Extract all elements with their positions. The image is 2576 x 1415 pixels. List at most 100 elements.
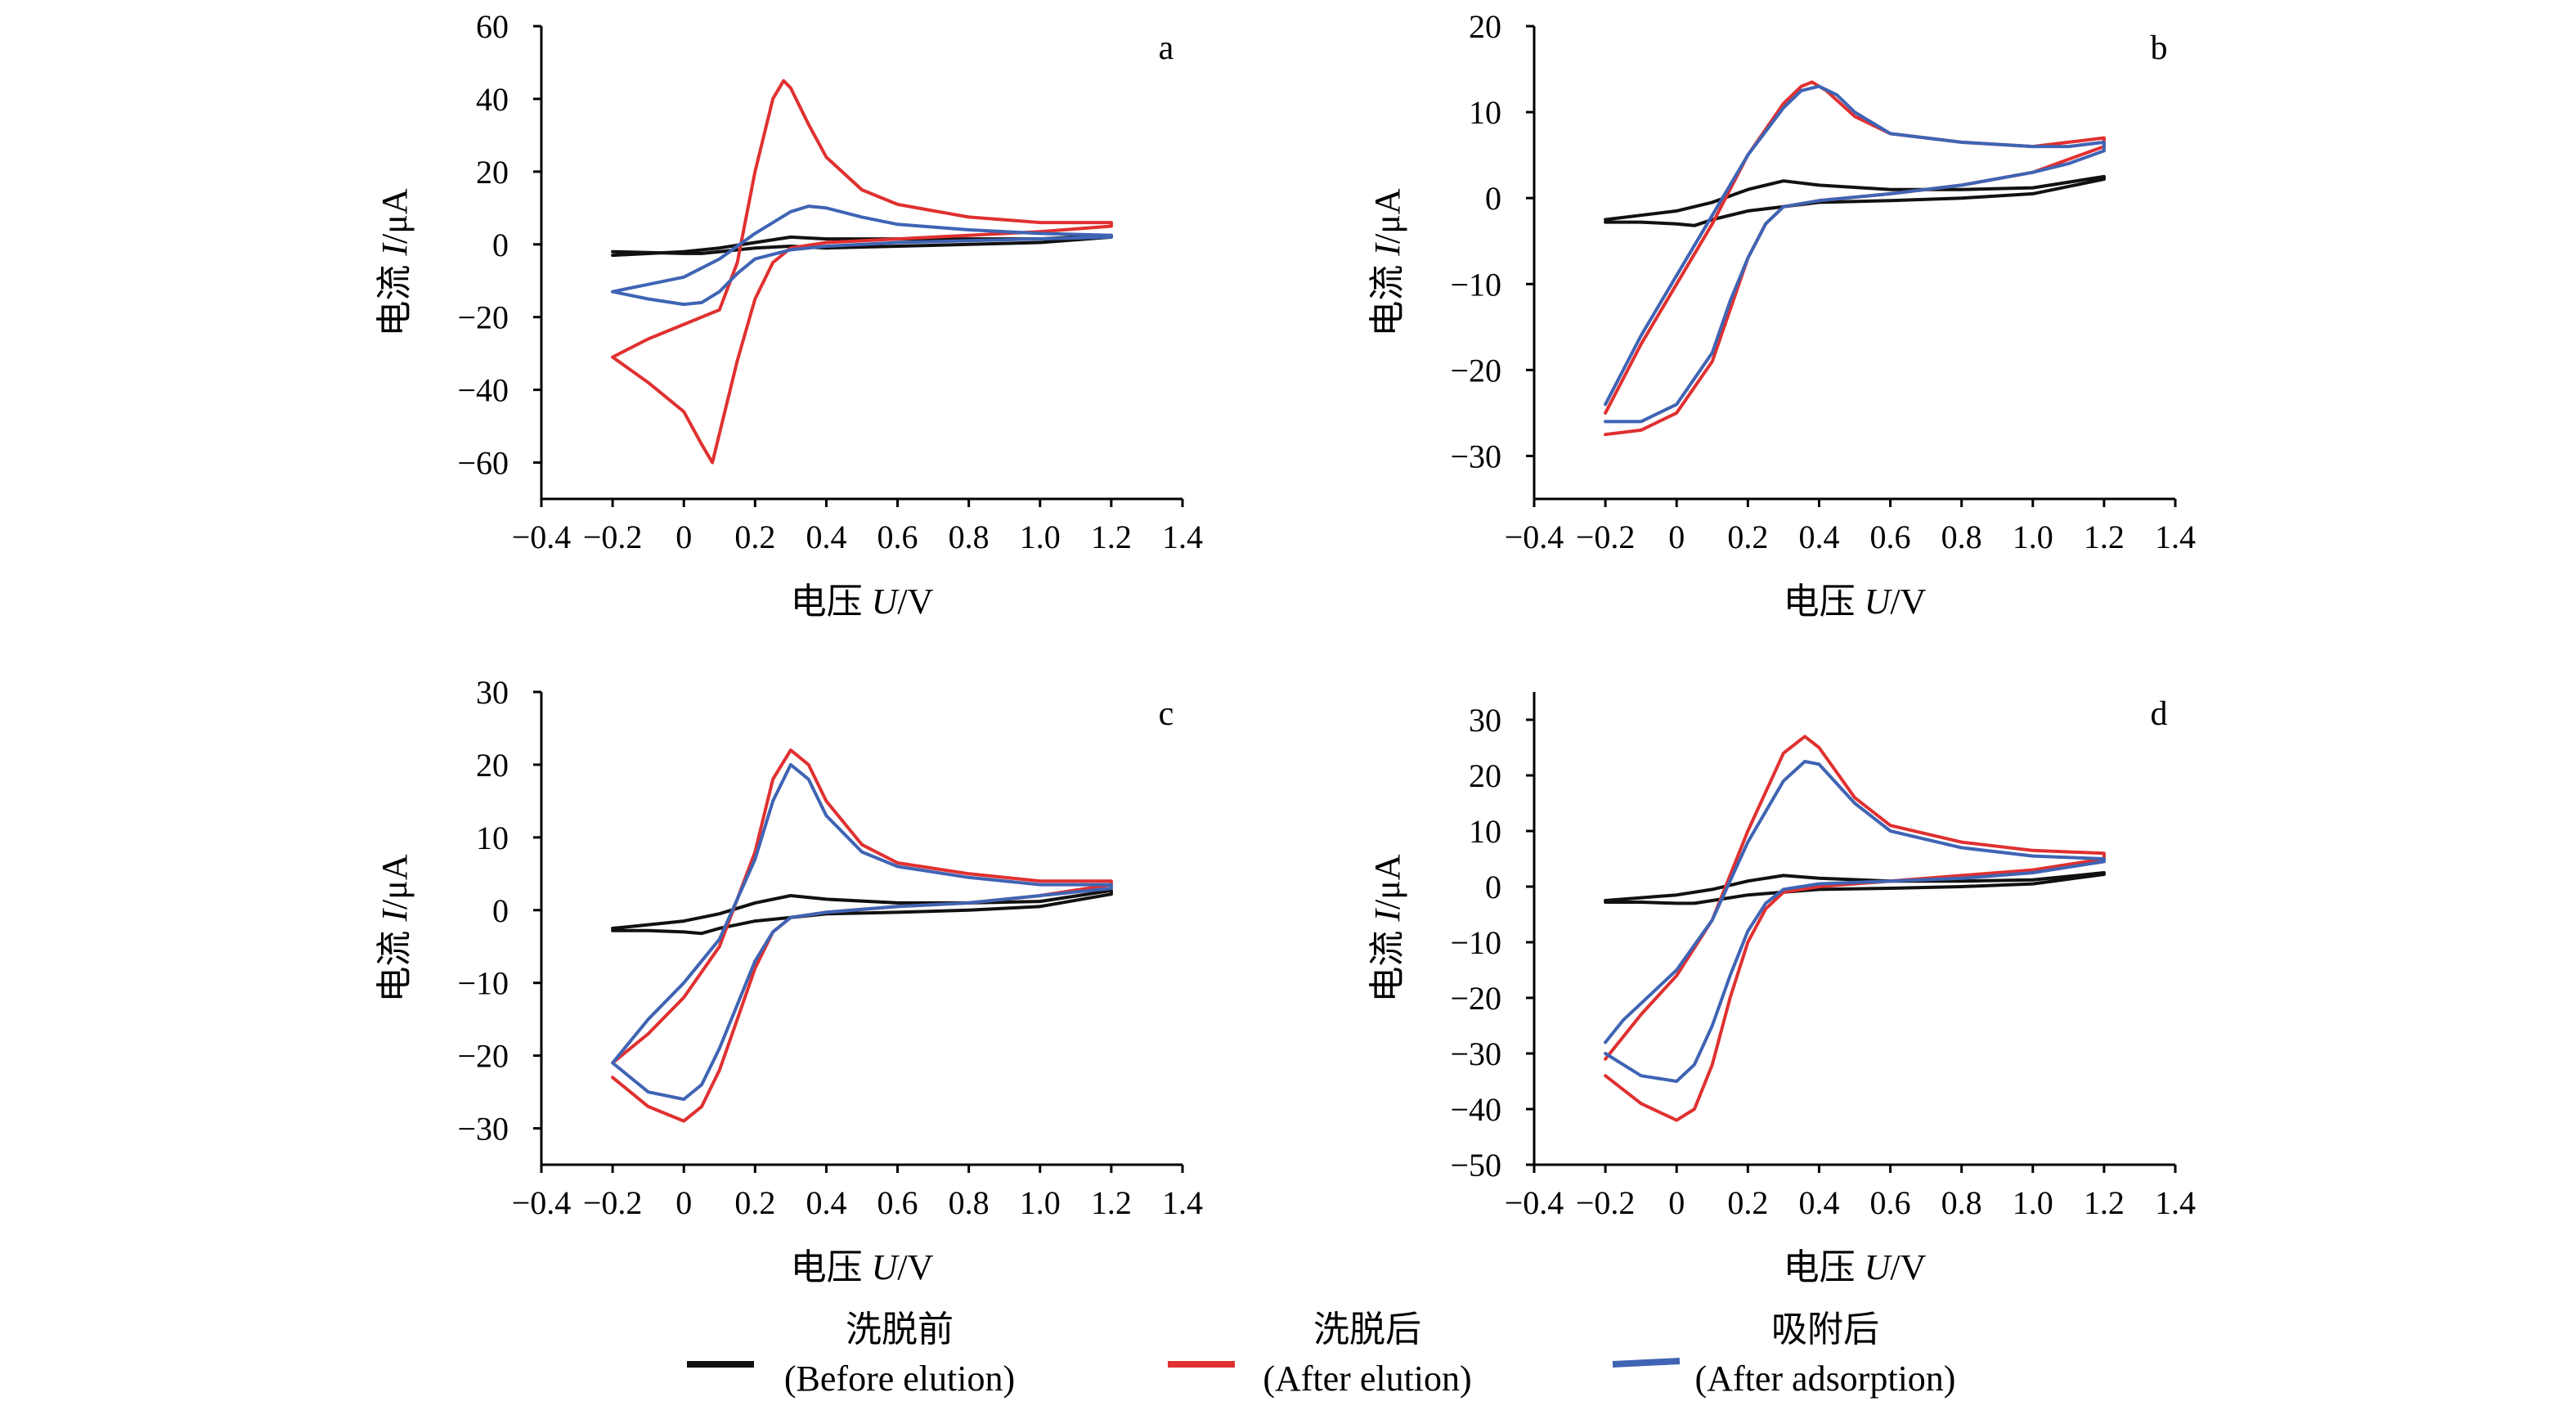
x-tick-label-a: −0.2: [583, 519, 643, 555]
legend-label-before-elution-cn: 洗脱前: [846, 1309, 954, 1350]
x-tick-label-c: 0.6: [877, 1184, 918, 1221]
x-tick-label-a: 0.2: [734, 519, 775, 555]
x-tick-label-a: 1.4: [1162, 519, 1203, 555]
y-tick-label-d: −40: [1450, 1091, 1501, 1128]
y-tick-label-c: 30: [476, 674, 509, 711]
series-after-adsorption-b: [1604, 84, 2106, 424]
x-tick-label-c: 0.8: [949, 1184, 990, 1221]
x-tick-label-d: 1.2: [2084, 1184, 2125, 1221]
x-tick-label-b: 0.8: [1941, 519, 1982, 555]
x-tick-label-a: 0.8: [949, 519, 990, 555]
x-tick-label-c: 0.4: [806, 1184, 846, 1221]
panel-d: −50 −40 −30 −20 −10 0 10 20 30 −0.4 −0.2 0 0.2 0.4 0.6…: [1367, 692, 2196, 1287]
y-tick-label-b: −10: [1450, 266, 1501, 303]
x-tick-label-b: 0.6: [1870, 519, 1911, 555]
x-tick-label-b: 1.4: [2155, 519, 2196, 555]
y-tick-label-c: 20: [476, 747, 509, 784]
y-tick-label-d: 30: [1469, 702, 1501, 739]
y-tick-label-c: −30: [457, 1111, 509, 1148]
series-after-adsorption-d: [1604, 760, 2106, 1083]
legend-label-after-elution-en: (After elution): [1263, 1359, 1471, 1399]
y-tick-label-c: 0: [492, 892, 509, 929]
y-tick-label-d: 0: [1485, 869, 1501, 905]
y-tick-label-b: −20: [1450, 352, 1501, 389]
panel-letter-b: b: [2151, 29, 2168, 67]
y-tick-label-a: 60: [476, 8, 509, 45]
y-axis-title-b: 电流 I/μA: [1367, 188, 1407, 336]
x-tick-label-d: 1.4: [2155, 1184, 2196, 1221]
panel-a: −60 −40 −20 0 20 40 60 −0.4 −0.2 0 0.2 0.4 0.6 0.8 1.0…: [375, 8, 1203, 622]
legend-swatch-after-adsorption: [1612, 1358, 1681, 1368]
x-tick-label-d: 0: [1668, 1184, 1685, 1221]
x-tick-label-b: 1.2: [2084, 519, 2125, 555]
x-tick-label-c: 0: [675, 1184, 692, 1221]
series-before-elution-c: [611, 888, 1113, 936]
y-tick-label-c: −20: [457, 1038, 509, 1075]
y-tick-label-d: 20: [1469, 757, 1501, 794]
x-tick-label-a: −0.4: [512, 519, 572, 555]
y-axis-title-a: 电流 I/μA: [375, 188, 415, 336]
x-tick-label-a: 1.0: [1020, 519, 1061, 555]
x-tick-label-b: −0.4: [1505, 519, 1564, 555]
x-tick-label-d: 0.8: [1941, 1184, 1982, 1221]
y-tick-label-a: 0: [492, 227, 509, 263]
y-tick-label-b: 0: [1485, 180, 1501, 217]
y-tick-label-d: −50: [1450, 1147, 1501, 1184]
panel-b: −30 −20 −10 0 10 20 −0.4 −0.2 0 0.2 0.4 0.6 0.8 1.0 1.…: [1367, 8, 2196, 622]
legend-label-after-adsorption-cn: 吸附后: [1771, 1309, 1879, 1350]
y-tick-label-a: −40: [457, 372, 509, 409]
x-tick-label-c: 1.4: [1162, 1184, 1203, 1221]
y-axis-title-c: 电流 I/μA: [375, 854, 415, 1002]
y-tick-label-d: 10: [1469, 813, 1501, 850]
x-tick-label-d: 0.4: [1798, 1184, 1839, 1221]
x-axis-title-a: 电压 U/V: [791, 582, 934, 622]
y-tick-label-a: 20: [476, 154, 509, 191]
series-after-elution-a: [611, 79, 1113, 465]
x-tick-label-c: 1.0: [1020, 1184, 1061, 1221]
y-tick-label-b: −30: [1450, 438, 1501, 474]
x-tick-label-c: −0.4: [512, 1184, 572, 1221]
x-tick-label-a: 0.6: [877, 519, 918, 555]
x-axis-title-d: 电压 U/V: [1784, 1247, 1927, 1287]
series-after-elution-d: [1604, 734, 2106, 1122]
y-tick-label-d: −20: [1450, 980, 1501, 1017]
panel-letter-c: c: [1159, 695, 1174, 733]
panel-letter-d: d: [2151, 695, 2168, 733]
x-tick-label-d: 1.0: [2013, 1184, 2053, 1221]
legend-label-before-elution-en: (Before elution): [784, 1359, 1015, 1399]
y-tick-label-d: −10: [1450, 924, 1501, 961]
x-tick-label-d: 0.2: [1727, 1184, 1768, 1221]
x-tick-label-d: 0.6: [1870, 1184, 1911, 1221]
x-tick-label-b: 0.2: [1727, 519, 1768, 555]
series-before-elution-b: [1604, 174, 2106, 227]
legend-label-after-adsorption-en: (After adsorption): [1695, 1359, 1956, 1399]
x-tick-label-b: 0.4: [1798, 519, 1839, 555]
x-tick-label-d: −0.4: [1505, 1184, 1564, 1221]
series-before-elution-d: [1604, 871, 2106, 905]
x-tick-label-a: 0: [675, 519, 692, 555]
y-axis-title-d: 电流 I/μA: [1367, 854, 1407, 1002]
series-after-elution-c: [611, 748, 1113, 1123]
y-tick-label-b: 20: [1469, 8, 1501, 45]
x-tick-label-c: −0.2: [583, 1184, 643, 1221]
y-tick-label-c: −10: [457, 965, 509, 1002]
panel-c: −30 −20 −10 0 10 20 30 −0.4 −0.2 0 0.2 0.4 0.6 0.8 1.0…: [375, 674, 1203, 1287]
y-tick-label-b: 10: [1469, 94, 1501, 131]
series-after-adsorption-c: [611, 762, 1113, 1101]
x-tick-label-c: 0.2: [734, 1184, 775, 1221]
x-tick-label-b: 1.0: [2013, 519, 2053, 555]
series-after-adsorption-a: [611, 204, 1113, 307]
y-tick-label-d: −30: [1450, 1035, 1501, 1072]
x-axis-title-b: 电压 U/V: [1784, 582, 1927, 622]
x-tick-label-c: 1.2: [1091, 1184, 1132, 1221]
x-axis-title-c: 电压 U/V: [791, 1247, 934, 1287]
x-tick-label-b: 0: [1668, 519, 1685, 555]
y-tick-label-a: −20: [457, 299, 509, 336]
y-tick-label-c: 10: [476, 820, 509, 856]
y-tick-label-a: −60: [457, 445, 509, 482]
series-after-elution-b: [1604, 80, 2106, 437]
legend-label-after-elution-cn: 洗脱后: [1313, 1309, 1421, 1350]
x-tick-label-a: 1.2: [1091, 519, 1132, 555]
x-tick-label-d: −0.2: [1576, 1184, 1636, 1221]
